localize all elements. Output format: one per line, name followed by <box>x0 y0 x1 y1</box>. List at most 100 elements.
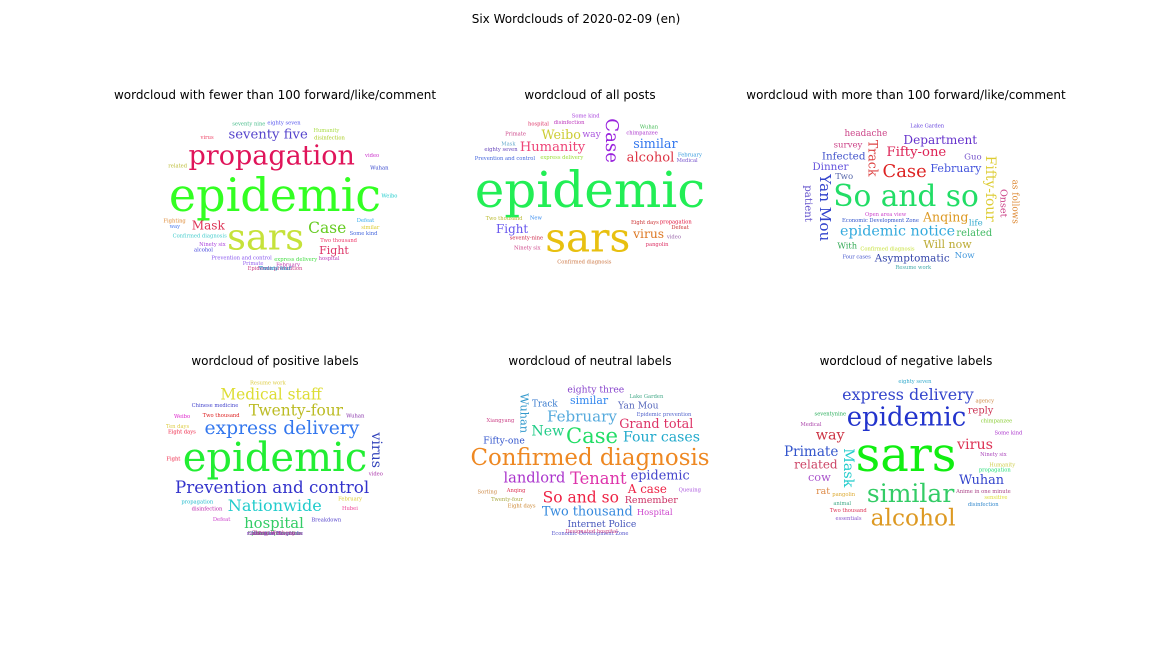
word-with: With <box>837 241 857 251</box>
word-pangolin: pangolin <box>832 492 856 498</box>
panel-negative-labels: wordcloud of negative labels sars propaga… <box>784 354 1023 532</box>
word-so-and-so: So and so <box>543 488 619 506</box>
word-yan-mou: Yan Mou <box>816 173 834 241</box>
word-headache: headache <box>845 129 888 139</box>
word-eighty-three: eighty three <box>567 384 624 395</box>
word-primate: Primate <box>243 261 264 267</box>
word-weibo: Weibo <box>542 127 581 142</box>
word-medical-staff: Medical staff <box>258 266 293 272</box>
word-ninety-six: Ninety six <box>980 452 1007 458</box>
word-two-thousand: Two thousand <box>320 238 357 244</box>
word-hubei: Hubei <box>342 506 358 512</box>
word-as-follows: as follows <box>1010 180 1020 225</box>
word-open-area-view: Open area view <box>865 212 907 218</box>
word-breakdown: Breakdown <box>311 518 341 524</box>
word-resume-work: Resume work <box>895 265 932 271</box>
word-similar: similar <box>570 394 609 407</box>
word-seventy-nine: seventy-nine <box>510 235 543 241</box>
word-way: way <box>582 129 601 140</box>
word-eighty-seven: eighty seven <box>484 147 518 153</box>
word-related: related <box>168 164 187 170</box>
word-alcohol: alcohol <box>627 151 675 166</box>
word-medical-staff: Medical staff <box>220 386 323 404</box>
word-express-delivery: express delivery <box>274 257 317 263</box>
word-similar: similar <box>633 136 678 151</box>
word-pangolin: pangolin <box>646 242 670 248</box>
word-rushing-to-the-rescue: rushing to the rescue <box>247 531 303 537</box>
word-eighty-seven: eighty seven <box>898 379 932 385</box>
word-some-kind: Some kind <box>995 430 1023 436</box>
word-two: Two <box>835 172 853 182</box>
word-xiangyang: Xiangyang <box>487 418 515 424</box>
word-agency: agency <box>975 399 994 405</box>
word-epidemic: epidemic <box>183 435 367 481</box>
panel-title: wordcloud of negative labels <box>820 354 993 368</box>
word-virus: virus <box>956 437 993 453</box>
word-sars: sars <box>227 216 304 259</box>
word-economic-development-zone: Economic Development Zone <box>552 531 629 537</box>
word-four-cases: Four cases <box>842 254 871 260</box>
word-mask: Mask <box>840 448 856 487</box>
word-wuhan: Wuhan <box>517 393 531 434</box>
word-essentials: essentials <box>836 516 862 522</box>
word-life: life <box>969 219 983 229</box>
word-propagation: propagation <box>189 141 355 172</box>
panel-title: wordcloud with more than 100 forward/lik… <box>746 88 1066 102</box>
word-alcohol: alcohol <box>194 247 213 253</box>
word-seventy-five: seventy five <box>228 127 308 142</box>
word-sensitive: sensitive <box>984 495 1007 501</box>
word-february: February <box>930 162 982 175</box>
word-lake-garden: Lake Garden <box>629 394 664 400</box>
word-twenty-four: Twenty-four <box>491 497 523 503</box>
word-epidemic-prevention: Epidemic prevention <box>637 412 692 418</box>
figure-title: Six Wordclouds of 2020-02-09 (en) <box>472 12 681 26</box>
word-tenant: Tenant <box>570 469 627 488</box>
word-cow: cow <box>808 471 831 484</box>
word-case: Case <box>308 219 346 237</box>
word-wuhan: Wuhan <box>370 165 389 171</box>
word-internet-police: Internet Police <box>567 519 636 530</box>
word-patient: patient <box>802 185 813 223</box>
word-case: Case <box>601 118 622 163</box>
word-twenty-four: Twenty-four <box>249 402 344 420</box>
word-eighty-seven: eighty seven <box>267 120 301 126</box>
word-hospital: hospital <box>528 122 549 128</box>
word-so-and-so: So and so <box>833 179 979 213</box>
word-related: related <box>794 458 838 472</box>
word-case: Case <box>883 161 927 182</box>
word-mask: Mask <box>501 141 516 147</box>
word-similar: similar <box>361 225 380 231</box>
word-animal: animal <box>833 501 851 507</box>
word-epidemic: epidemic <box>169 168 381 222</box>
word-hospital: hospital <box>244 515 304 532</box>
word-virus: virus <box>632 227 664 241</box>
word-propagation: propagation <box>979 468 1012 474</box>
word-video: video <box>666 235 681 241</box>
word-seventy-nine: seventy nine <box>232 121 265 127</box>
word-february: February <box>276 262 300 268</box>
word-medical: Medical <box>800 422 821 428</box>
word-fight: Fight <box>166 457 181 463</box>
word-video: video <box>364 153 379 159</box>
word-primate: Primate <box>505 131 526 137</box>
word-two-thousand: Two thousand <box>830 508 867 514</box>
word-primate: Primate <box>784 444 839 460</box>
word-queuing: Queuing <box>679 487 702 493</box>
word-february: February <box>547 408 617 426</box>
word-ninety-six: Ninety six <box>514 245 541 251</box>
word-february: February <box>338 497 362 503</box>
panel-positive-labels: wordcloud of positive labels epidemicexp… <box>166 354 384 537</box>
word-disinfection: disinfection <box>554 120 585 126</box>
word-eight-days: Eight days <box>168 430 196 436</box>
word-propagation: propagation <box>181 499 214 505</box>
word-confirmed-diagnosis: Confirmed diagnosis <box>470 445 709 471</box>
word-defeat: Defeat <box>671 225 689 231</box>
word-medical: Medical <box>677 158 698 164</box>
word-fighting: Fighting <box>163 218 186 224</box>
word-express-delivery: express delivery <box>540 155 583 161</box>
word-epidemic-prevention: Epidemic prevention <box>248 266 303 272</box>
word-prevention-and-control: Prevention and control <box>475 156 536 162</box>
word-disinfection: disinfection <box>192 507 223 513</box>
panel-title: wordcloud of positive labels <box>191 354 358 368</box>
